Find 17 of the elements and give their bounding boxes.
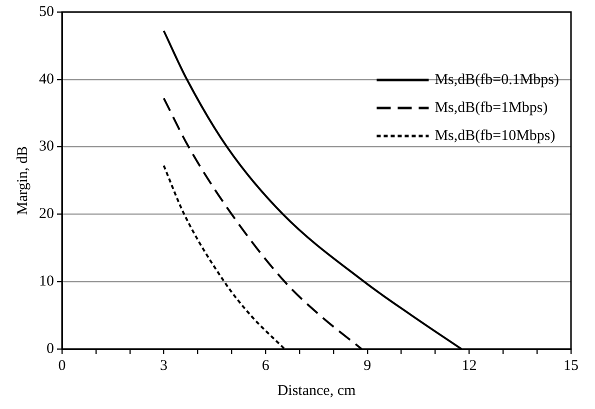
x-tick-label: 0 [58, 358, 66, 374]
y-tick-label: 10 [39, 274, 54, 290]
y-tick-label: 30 [39, 138, 54, 155]
x-tick-label: 12 [462, 358, 477, 374]
x-tick-label: 6 [262, 358, 270, 374]
legend-label: Ms,dB(fb=0.1Mbps) [434, 72, 560, 88]
y-tick-label: 0 [46, 340, 54, 357]
y-tick-label: 40 [39, 71, 54, 88]
y-tick-label: 50 [39, 4, 54, 20]
y-tick-label: 20 [39, 206, 54, 222]
y-axis-title: Margin, dB [14, 146, 31, 215]
x-tick-label: 15 [564, 358, 578, 374]
legend-label: Ms,dB(fb=1Mbps) [434, 100, 548, 116]
legend-label: Ms,dB(fb=10Mbps) [434, 128, 556, 144]
x-axis-title: Distance, cm [277, 382, 356, 399]
x-tick-label: 9 [364, 358, 372, 374]
x-tick-label: 3 [160, 358, 168, 374]
